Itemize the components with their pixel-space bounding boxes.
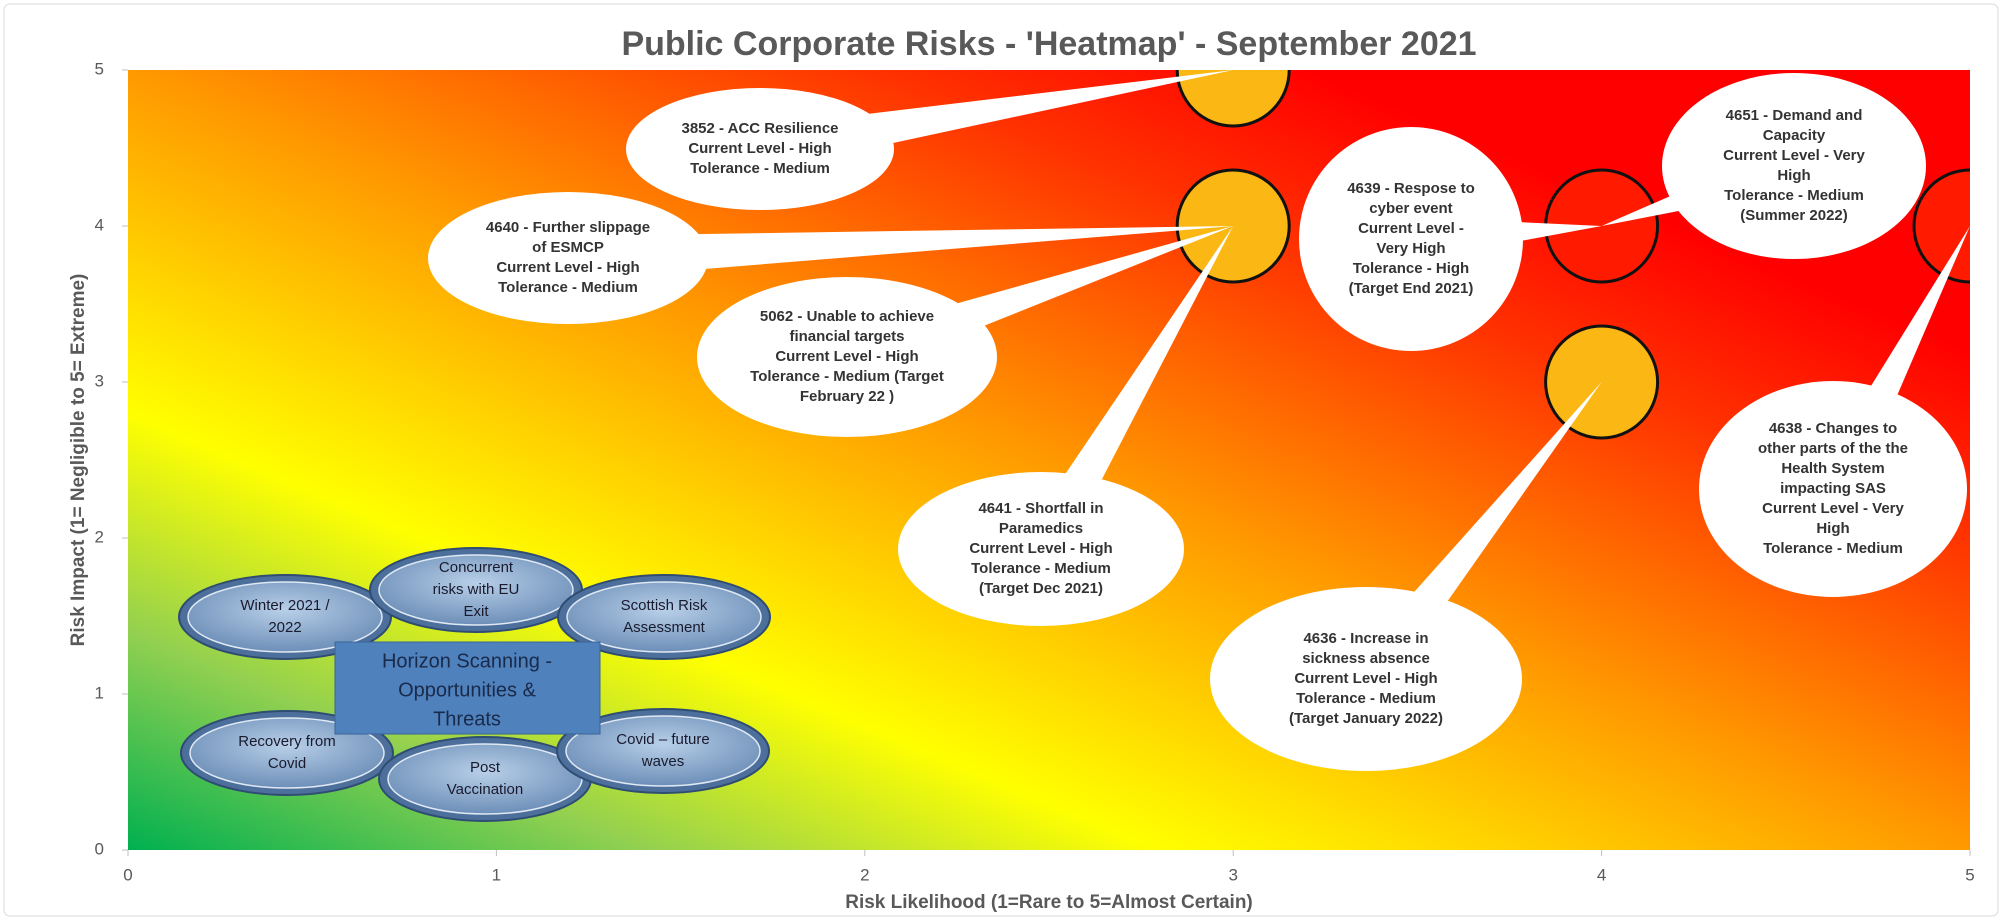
x-tick-label: 5: [1965, 865, 1974, 884]
callout-text: (Target Dec 2021): [979, 580, 1103, 597]
y-tick-label: 4: [95, 215, 104, 234]
callout-text: other parts of the the: [1758, 440, 1908, 457]
item-text: risks with EU: [433, 581, 520, 598]
chart: Public Corporate Risks - 'Heatmap' - Sep…: [0, 0, 2002, 920]
x-tick-label: 1: [492, 865, 501, 884]
x-tick-label: 4: [1597, 865, 1606, 884]
y-tick-label: 0: [95, 839, 104, 858]
horizon-item: Concurrent risks with EU Exit: [370, 548, 582, 632]
callout-text: 4639 - Respose to: [1347, 180, 1475, 197]
x-tick-label: 2: [860, 865, 869, 884]
item-text: Concurrent: [439, 559, 514, 576]
callout-text: Tolerance - Medium: [1724, 187, 1864, 204]
callout-text: High: [1816, 520, 1849, 537]
item-text: Vaccination: [447, 781, 523, 798]
callout-text: 5062 - Unable to achieve: [760, 308, 934, 325]
callout-text: (Target January 2022): [1289, 710, 1443, 727]
horizon-title: Opportunities &: [398, 679, 537, 701]
callout-text: High: [1777, 167, 1810, 184]
y-tick-label: 3: [95, 371, 104, 390]
callout-text: Current Level - Very: [1762, 500, 1904, 517]
x-tick-label: 3: [1228, 865, 1237, 884]
callout-text: 4638 - Changes to: [1769, 420, 1897, 437]
item-inner: [388, 744, 582, 814]
x-tick-label: 0: [123, 865, 132, 884]
callout-text: impacting SAS: [1780, 480, 1886, 497]
callout-text: 4641 - Shortfall in: [978, 500, 1103, 517]
callout-text: of ESMCP: [532, 239, 604, 256]
y-tick-label: 1: [95, 683, 104, 702]
callout-text: Capacity: [1763, 127, 1826, 144]
callout-text: Tolerance - Medium: [1763, 540, 1903, 557]
callout-text: 4651 - Demand and: [1726, 107, 1863, 124]
callout-text: cyber event: [1369, 200, 1452, 217]
callout-text: February 22 ): [800, 388, 894, 405]
callout-text: Very High: [1376, 240, 1445, 257]
item-text: Winter 2021 /: [240, 597, 330, 614]
callout-text: Paramedics: [999, 520, 1083, 537]
item-text: 2022: [268, 619, 301, 636]
callout-text: Tolerance - Medium: [971, 560, 1111, 577]
item-text: Covid – future: [616, 731, 709, 748]
callout-text: Current Level -: [1358, 220, 1464, 237]
callout-text: (Summer 2022): [1740, 207, 1848, 224]
item-text: Scottish Risk: [621, 597, 708, 614]
chart-title: Public Corporate Risks - 'Heatmap' - Sep…: [621, 25, 1476, 63]
horizon-title: Horizon Scanning -: [382, 650, 552, 672]
item-text: Recovery from: [238, 733, 336, 750]
item-text: Post: [470, 759, 501, 776]
callout-text: Current Level - High: [969, 540, 1112, 557]
callout-text: Tolerance - Medium (Target: [750, 368, 944, 385]
item-text: Exit: [463, 603, 489, 620]
callout-text: Current Level - High: [688, 140, 831, 157]
callout-text: 4640 - Further slippage: [486, 219, 650, 236]
callout-text: Tolerance - Medium: [1296, 690, 1436, 707]
item-text: Covid: [268, 755, 306, 772]
item-text: Assessment: [623, 619, 706, 636]
y-tick-label: 5: [95, 59, 104, 78]
callout-text: (Target End 2021): [1349, 280, 1474, 297]
callout-text: Tolerance - Medium: [498, 279, 638, 296]
callout-text: 4636 - Increase in: [1303, 630, 1428, 647]
callout-text: Current Level - High: [496, 259, 639, 276]
horizon-title: Threats: [433, 708, 501, 730]
callout-text: financial targets: [789, 328, 904, 345]
callout-text: Tolerance - High: [1353, 260, 1469, 277]
callout-text: Health System: [1781, 460, 1884, 477]
callout-text: Tolerance - Medium: [690, 160, 830, 177]
callout-text: Current Level - High: [1294, 670, 1437, 687]
callout-text: 3852 - ACC Resilience: [681, 120, 838, 137]
y-tick-label: 2: [95, 527, 104, 546]
item-text: waves: [641, 753, 685, 770]
x-axis-title: Risk Likelihood (1=Rare to 5=Almost Cert…: [845, 892, 1253, 913]
callout-text: Current Level - Very: [1723, 147, 1865, 164]
y-axis-title: Risk Impact (1= Negligible to 5= Extreme…: [68, 274, 89, 647]
callout-text: Current Level - High: [775, 348, 918, 365]
callout-text: sickness absence: [1302, 650, 1430, 667]
